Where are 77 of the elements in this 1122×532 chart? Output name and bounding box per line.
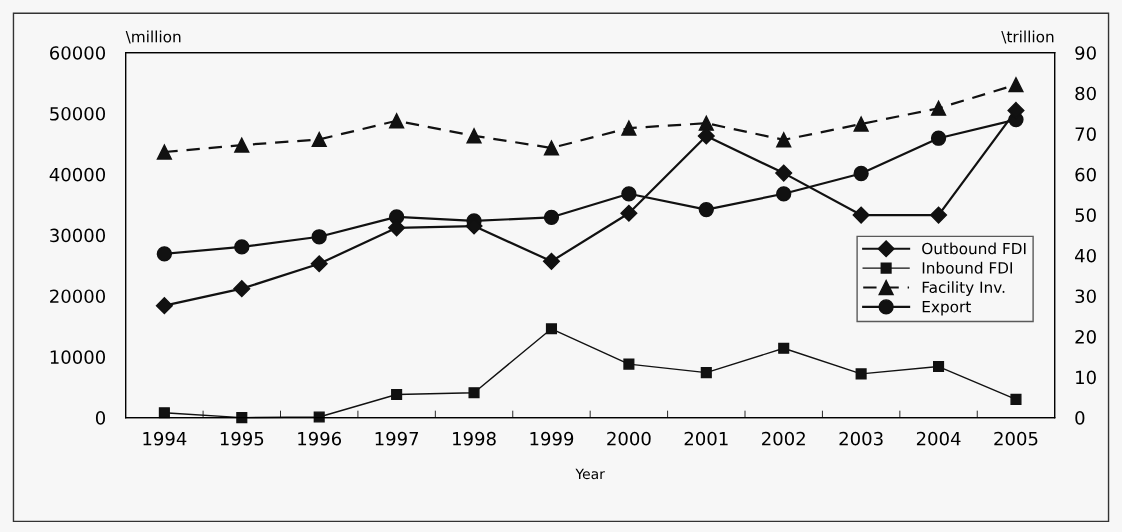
x-tick-label: 2002 [762,431,805,446]
point [855,368,867,380]
y2-tick-label: 0 [1075,411,1085,425]
x-tick-label: 2005 [994,431,1038,446]
y-tick-label: 20000 [50,289,106,304]
y2-tick-label: 70 [1075,127,1096,141]
point [775,164,793,182]
point [310,255,328,273]
y-tick-label: 10000 [50,350,106,364]
point [234,137,250,153]
point [391,388,403,401]
y2-tick-label: 90 [1075,46,1096,60]
legend-label: Outbound FDI [922,242,1026,255]
legend-label: Export [922,301,971,316]
x-tick-label: 1999 [530,431,574,446]
point [1008,77,1024,93]
point [234,239,250,255]
point [778,342,790,354]
y-tick-label: 50000 [50,106,106,121]
point [545,323,558,335]
y-axis-title: \million [125,30,181,44]
point [620,204,638,222]
y2-tick-label: 30 [1075,289,1096,304]
point [311,131,327,148]
y-tick-label: 0 [95,411,106,425]
point [621,120,637,136]
point [776,132,792,148]
point [155,297,173,315]
point [233,280,251,298]
point [236,412,248,424]
legend-label: Inbound FDI [922,261,1012,274]
point [698,115,714,131]
point [542,252,561,270]
x-tick-label: 1997 [375,431,419,446]
y2-tick-label: 60 [1075,167,1096,182]
y-tick-label: 40000 [49,167,106,182]
point [932,360,945,373]
x-tick-label: 2003 [839,431,883,446]
y2-tick-label: 40 [1075,248,1096,263]
point [466,128,482,144]
point [158,407,170,419]
legend-label: Facility Inv. [922,281,1005,297]
point [698,201,714,218]
point [853,116,869,132]
point [388,113,405,129]
point [156,246,173,262]
point [1010,393,1022,405]
point [313,411,325,423]
x-tick-label: 2001 [684,431,728,446]
point [621,186,637,202]
x-tick-label: 1995 [220,431,264,446]
y2-tick-label: 10 [1076,370,1096,385]
point [156,144,173,160]
x-tick-label: 2004 [916,431,961,446]
point [468,387,480,399]
point [930,100,947,116]
point [700,367,712,379]
y2-axis-title: \trillion [1001,30,1054,44]
point [930,130,947,146]
point [776,186,792,202]
y2-tick-label: 50 [1075,208,1096,222]
point [853,165,869,182]
y-tick-label: 60000 [50,46,106,60]
x-tick-label: 1994 [143,431,187,446]
point [311,229,327,245]
x-axis-title: Year [575,468,605,480]
point [852,206,870,224]
y-tick-label: 30000 [50,228,106,243]
x-tick-label: 1996 [298,431,342,446]
x-tick-label: 1998 [453,431,496,446]
y2-tick-label: 80 [1075,86,1096,101]
point [543,209,560,225]
point [623,358,635,370]
point [543,140,560,156]
x-tick-label: 2000 [607,431,651,446]
point [930,206,948,224]
y2-tick-label: 20 [1075,329,1096,344]
